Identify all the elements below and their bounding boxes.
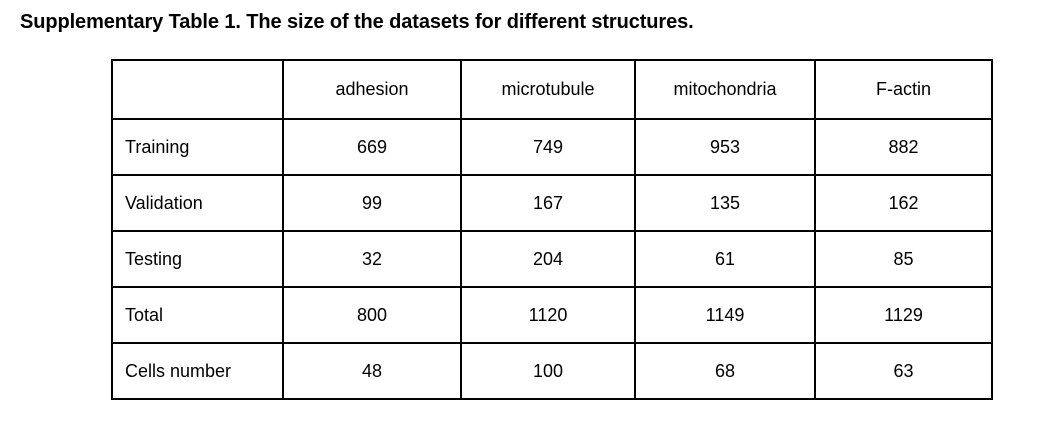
table-cell: 204: [460, 230, 636, 288]
table-cell: 669: [282, 118, 462, 176]
table-cell: 882: [814, 118, 993, 176]
table-row: Total 800 1120 1149 1129: [111, 286, 993, 344]
row-label: Total: [111, 286, 284, 344]
table-cell: 800: [282, 286, 462, 344]
table-cell: 749: [460, 118, 636, 176]
table-cell: 953: [634, 118, 816, 176]
table-cell: 167: [460, 174, 636, 232]
row-label: Cells number: [111, 342, 284, 400]
header-cell-adhesion: adhesion: [282, 59, 462, 120]
row-label: Testing: [111, 230, 284, 288]
table-row: Training 669 749 953 882: [111, 118, 993, 176]
header-cell-microtubule: microtubule: [460, 59, 636, 120]
header-cell-mitochondria: mitochondria: [634, 59, 816, 120]
table-cell: 1129: [814, 286, 993, 344]
table-caption: Supplementary Table 1. The size of the d…: [20, 11, 694, 33]
table-cell: 162: [814, 174, 993, 232]
table-cell: 48: [282, 342, 462, 400]
table-cell: 85: [814, 230, 993, 288]
table-cell: 63: [814, 342, 993, 400]
table-cell: 68: [634, 342, 816, 400]
table-cell: 100: [460, 342, 636, 400]
row-label: Validation: [111, 174, 284, 232]
table-row: Validation 99 167 135 162: [111, 174, 993, 232]
table-cell: 61: [634, 230, 816, 288]
table-cell: 1149: [634, 286, 816, 344]
table-cell: 135: [634, 174, 816, 232]
table-row: Testing 32 204 61 85: [111, 230, 993, 288]
header-row: adhesion microtubule mitochondria F-acti…: [111, 59, 993, 120]
table-cell: 32: [282, 230, 462, 288]
row-label: Training: [111, 118, 284, 176]
table-cell: 1120: [460, 286, 636, 344]
datasets-table: adhesion microtubule mitochondria F-acti…: [111, 59, 993, 400]
header-cell-empty: [111, 59, 284, 120]
table-cell: 99: [282, 174, 462, 232]
header-cell-f-actin: F-actin: [814, 59, 993, 120]
table-row: Cells number 48 100 68 63: [111, 342, 993, 400]
